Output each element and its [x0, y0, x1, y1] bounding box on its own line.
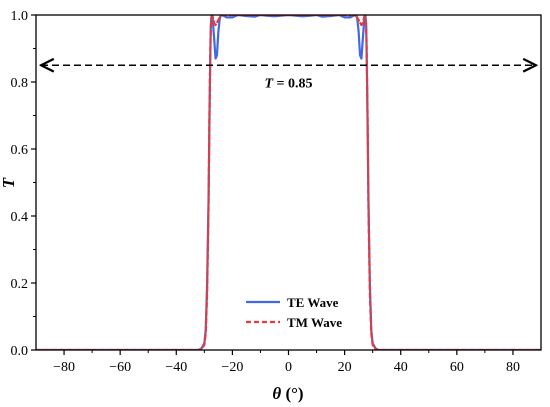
y-tick-label: 0.8: [11, 76, 29, 91]
x-tick-label: −20: [221, 360, 243, 375]
legend-label-tm: TM Wave: [287, 315, 342, 330]
x-axis-title: θ (°): [272, 384, 303, 403]
legend-label-te: TE Wave: [287, 295, 339, 310]
y-axis-title: T: [0, 177, 18, 188]
y-tick-label: 0.6: [11, 143, 29, 158]
x-tick-label: 60: [450, 360, 464, 375]
threshold-label: T = 0.85: [264, 76, 312, 91]
x-tick-label: 80: [506, 360, 520, 375]
x-tick-label: −80: [53, 360, 75, 375]
annotation-layer: T = 0.85: [41, 65, 536, 91]
y-tick-label: 1.0: [11, 9, 29, 24]
x-tick-label: 20: [338, 360, 352, 375]
x-axis-title-var: θ: [272, 384, 281, 403]
x-tick-label: 0: [285, 360, 292, 375]
x-axis-title-unit: (°): [281, 384, 303, 403]
x-tick-label: −40: [165, 360, 187, 375]
x-axis-ticks: −80 −60 −40 −20 0 20 40 60 80: [53, 350, 520, 375]
legend: TE Wave TM Wave: [246, 295, 342, 330]
threshold-label-value: = 0.85: [273, 76, 312, 91]
x-tick-label: −60: [109, 360, 131, 375]
y-tick-label: 0.4: [11, 210, 29, 225]
x-tick-label: 40: [394, 360, 408, 375]
y-tick-label: 0.2: [11, 277, 29, 292]
y-tick-label: 0.0: [11, 344, 29, 359]
